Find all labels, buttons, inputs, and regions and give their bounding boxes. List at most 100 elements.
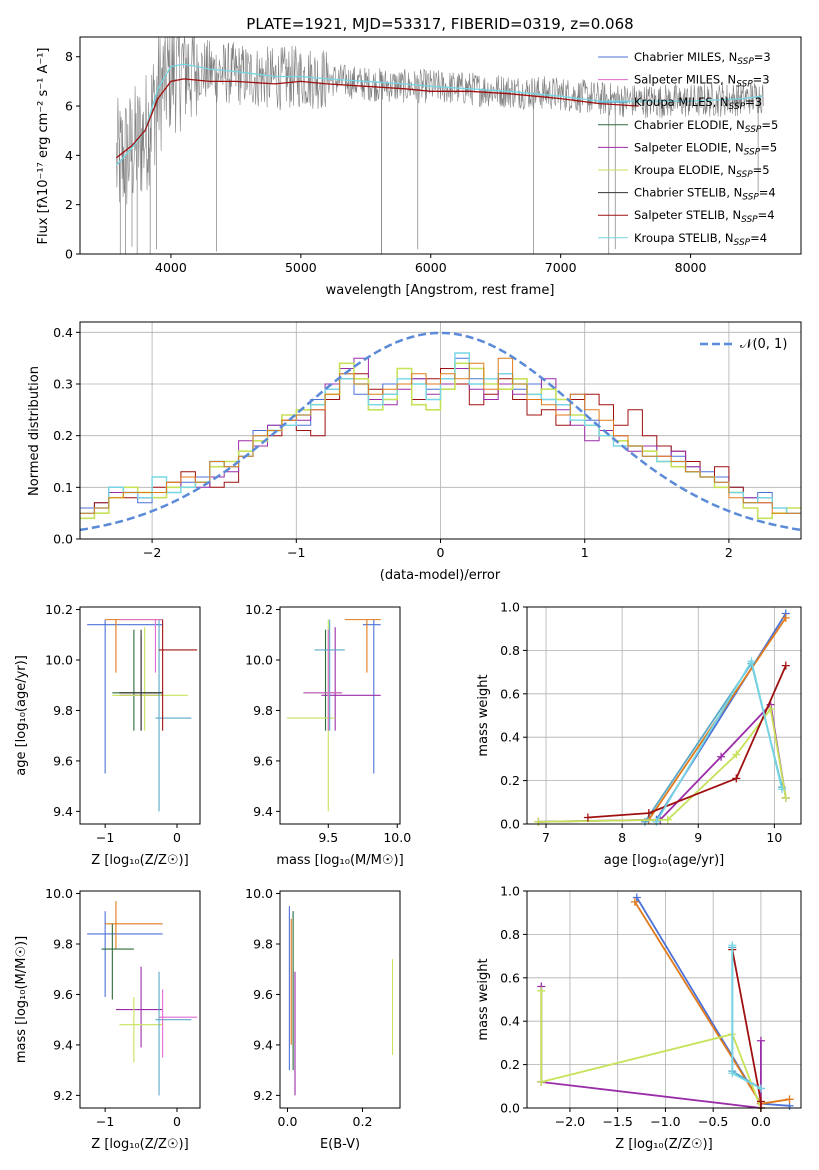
weight-point-marker xyxy=(756,1036,765,1045)
x-tick-label: −1.0 xyxy=(650,1114,680,1129)
legend-label: Salpeter STELIB, NSSP=4 xyxy=(634,208,775,225)
y-tick-label: 1.0 xyxy=(500,884,520,899)
plot-content xyxy=(87,619,198,812)
y-tick-label: 0.6 xyxy=(500,686,520,701)
x-tick-label: −2.0 xyxy=(555,1114,585,1129)
weight-point-marker xyxy=(630,897,639,906)
y-tick-label: 9.4 xyxy=(53,1037,73,1052)
weight-point-marker xyxy=(747,657,756,666)
y-tick-label: 9.6 xyxy=(53,753,73,768)
weight-point-marker xyxy=(644,809,653,818)
x-tick-label: 4000 xyxy=(155,260,187,275)
weight-series-line xyxy=(587,665,787,819)
weight-point-marker xyxy=(781,661,790,670)
y-tick-label: 9.6 xyxy=(53,987,73,1002)
x-tick-label: 10.0 xyxy=(383,830,411,845)
y-tick-label: 9.8 xyxy=(253,703,273,718)
spectrum-series xyxy=(115,63,763,166)
x-tick-label: 2 xyxy=(725,545,733,560)
y-tick-label: 0.6 xyxy=(500,970,520,985)
weight-point-marker xyxy=(785,1095,794,1104)
spectrum-panel: PLATE=1921, MJD=53317, FIBERID=0319, z=0… xyxy=(36,15,802,298)
y-tick-label: 9.2 xyxy=(253,1088,273,1103)
residuals-xlabel: (data-model)/error xyxy=(380,568,501,583)
y-tick-label: 0 xyxy=(65,247,73,262)
weight-point-marker xyxy=(537,986,546,995)
spectrum-legend: Chabrier MILES, NSSP=3 Salpeter MILES, NS… xyxy=(598,50,778,248)
y-tick-label: 10.2 xyxy=(45,602,73,617)
x-tick-label: 0.2 xyxy=(353,1114,373,1129)
weight-series-line xyxy=(540,990,762,1109)
x-tick-label: −1.5 xyxy=(603,1114,633,1129)
y-tick-label: 6 xyxy=(65,99,73,114)
age-vs-mass-panel: 9.5 10.0 9.4 9.6 9.8 10.0 10.2 mass [log₁₀(M/M☉… xyxy=(245,602,411,868)
y-tick-label: 9.4 xyxy=(253,804,273,819)
y-tick-label: 0.0 xyxy=(53,532,73,547)
y-tick-label: 1.0 xyxy=(500,600,520,615)
spectrum-model-line xyxy=(115,63,763,166)
spectrum-xlabel: wavelength [Angstrom, rest frame] xyxy=(326,283,555,298)
weight-point-marker xyxy=(732,774,741,783)
y-tick-label: 0.2 xyxy=(53,428,73,443)
legend-label: Kroupa ELODIE, NSSP=5 xyxy=(634,163,770,180)
y-tick-label: 4 xyxy=(65,148,73,163)
axes-frame xyxy=(526,606,802,825)
axes-frame xyxy=(279,890,401,1109)
age-vs-z-panel: −1 0 9.4 9.6 9.8 10.0 10.2 Z [log₁₀(Z/Z☉)] age [… xyxy=(14,602,201,868)
x-tick-label: 0.0 xyxy=(751,1114,771,1129)
spectrum-frame xyxy=(79,36,802,255)
x-tick-label: 1 xyxy=(581,545,589,560)
y-tick-label: 9.8 xyxy=(53,703,73,718)
weight-point-marker xyxy=(766,704,775,713)
x-tick-label: −0.5 xyxy=(698,1114,728,1129)
spectrum-title: PLATE=1921, MJD=53317, FIBERID=0319, z=0… xyxy=(246,15,633,33)
axes-frame xyxy=(526,890,802,1109)
residuals-y-ticks: 0.0 0.1 0.2 0.3 0.4 xyxy=(53,325,80,547)
y-tick-label: 10.0 xyxy=(245,886,273,901)
x-axis-label: mass [log₁₀(M/M☉)] xyxy=(276,853,403,868)
y-tick-label: 9.8 xyxy=(53,936,73,951)
x-tick-label: 9 xyxy=(694,830,702,845)
y-tick-label: 8 xyxy=(65,49,73,64)
weight-series-line xyxy=(538,706,787,823)
y-tick-label: 0.3 xyxy=(53,377,73,392)
spectrum-model-line xyxy=(115,78,639,159)
weight-series-line xyxy=(538,702,787,823)
spectrum-x-ticks: 4000 5000 6000 7000 8000 xyxy=(155,254,707,275)
y-axis-label: age [log₁₀(age/yr)] xyxy=(14,655,29,776)
y-tick-label: 10.0 xyxy=(45,652,73,667)
y-tick-label: 0.2 xyxy=(500,773,520,788)
y-tick-label: 0.0 xyxy=(500,1101,520,1116)
weight-point-marker xyxy=(777,785,786,794)
weight-point-marker xyxy=(717,752,726,761)
y-tick-label: 9.2 xyxy=(53,1088,73,1103)
y-tick-label: 0.4 xyxy=(53,325,73,340)
axes-frame xyxy=(279,606,401,825)
x-tick-label: 0 xyxy=(173,1114,181,1129)
y-axis-label: mass [log₁₀(M/M☉)] xyxy=(14,936,29,1063)
legend-label: Kroupa MILES, NSSP=3 xyxy=(634,95,762,112)
y-tick-label: 10.0 xyxy=(245,652,273,667)
gaussian-curve xyxy=(79,331,802,532)
legend-gauss-label: 𝒩(0, 1) xyxy=(740,337,787,352)
y-tick-label: 0.0 xyxy=(500,817,520,832)
y-tick-label: 10.2 xyxy=(245,602,273,617)
axes-frame xyxy=(79,890,201,1109)
x-axis-label: Z [log₁₀(Z/Z☉)] xyxy=(615,1137,712,1152)
weight-series-line xyxy=(731,945,762,1090)
weight-point-marker xyxy=(732,750,741,759)
x-tick-label: −1 xyxy=(96,830,114,845)
residuals-ylabel: Normed distribution xyxy=(27,366,42,496)
y-tick-label: 9.6 xyxy=(253,987,273,1002)
spectrum-data-line xyxy=(116,36,764,205)
y-tick-label: 9.8 xyxy=(253,936,273,951)
x-axis-label: Z [log₁₀(Z/Z☉)] xyxy=(91,1137,188,1152)
x-tick-label: 8 xyxy=(618,830,626,845)
axes-frame xyxy=(79,606,201,825)
x-tick-label: 0 xyxy=(437,545,445,560)
spectrum-ylabel: Flux [fλ10⁻¹⁷ erg cm⁻² s⁻¹ A⁻¹] xyxy=(36,48,51,245)
x-axis-label: Z [log₁₀(Z/Z☉)] xyxy=(91,853,188,868)
weight-point-marker xyxy=(663,815,672,824)
weight-vs-age-panel: 7 8 9 10 0.0 0.2 0.4 0.6 0.8 1.0 age [log₁₀(age/yr… xyxy=(476,600,802,868)
